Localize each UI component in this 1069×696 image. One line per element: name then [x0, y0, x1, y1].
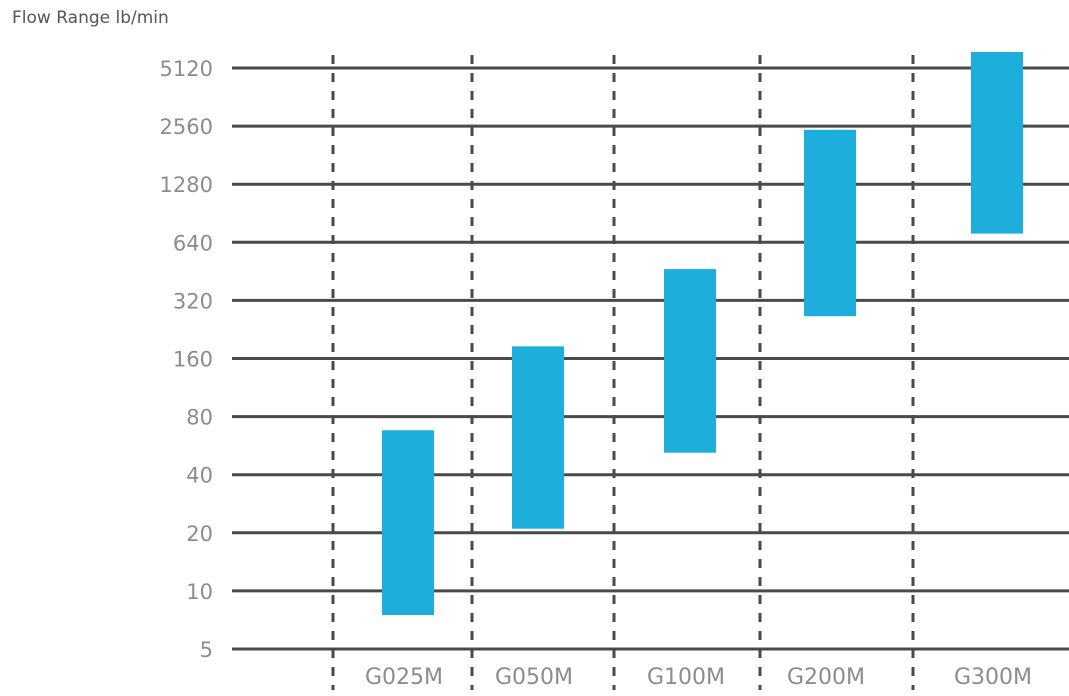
y-tick-label: 640	[173, 231, 213, 255]
y-axis-label: Flow Range lb/min	[12, 8, 169, 28]
y-tick-label: 80	[186, 406, 213, 430]
y-tick-label: 40	[186, 464, 213, 488]
y-tick-label: 20	[186, 522, 213, 546]
y-tick-label: 2560	[160, 115, 213, 139]
x-tick-label: G300M	[954, 665, 1032, 690]
y-tick-label: 320	[173, 289, 213, 313]
x-tick-label: G100M	[647, 665, 725, 690]
y-tick-label: 5	[200, 638, 213, 662]
y-tick-label: 5120	[160, 57, 213, 81]
y-tick-label: 10	[186, 580, 213, 604]
range-bar-g100m	[664, 269, 716, 453]
y-tick-label: 1280	[160, 173, 213, 197]
x-tick-label: G050M	[495, 665, 573, 690]
range-bar-g050m	[512, 346, 564, 529]
range-bar-g025m	[382, 430, 434, 616]
x-tick-label: G200M	[787, 665, 865, 690]
x-tick-label: G025M	[365, 665, 443, 690]
range-bar-g300m	[971, 51, 1023, 234]
range-bar-g200m	[804, 129, 856, 317]
y-tick-label: 160	[173, 348, 213, 372]
